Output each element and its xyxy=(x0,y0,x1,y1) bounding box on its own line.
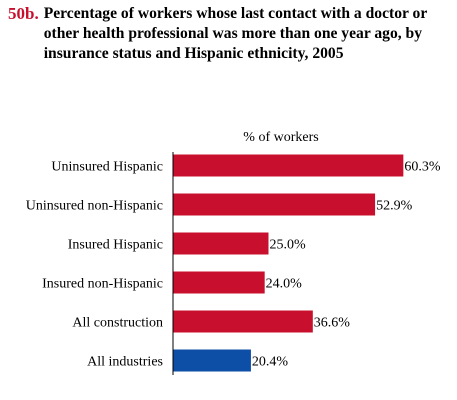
category-label: Insured Hispanic xyxy=(68,238,163,253)
chart-title: Percentage of workers whose last contact… xyxy=(43,5,427,62)
figure-number: 50b. xyxy=(8,4,39,23)
category-label: Uninsured non-Hispanic xyxy=(26,199,163,214)
bar xyxy=(173,310,313,333)
value-label: 60.3% xyxy=(404,160,441,175)
category-label: All construction xyxy=(72,316,163,331)
bar xyxy=(173,271,265,294)
value-label: 52.9% xyxy=(376,199,413,214)
value-label: 25.0% xyxy=(270,238,307,253)
bar xyxy=(173,349,251,372)
bar xyxy=(173,193,376,216)
category-label: All industries xyxy=(87,355,163,370)
value-label: 20.4% xyxy=(252,355,288,370)
bar xyxy=(173,232,269,255)
value-label: 24.0% xyxy=(266,277,303,292)
category-label: Uninsured Hispanic xyxy=(51,160,163,175)
chart-header: 50b. Percentage of workers whose last co… xyxy=(8,4,453,64)
value-label: 36.6% xyxy=(314,316,351,331)
category-label: Insured non-Hispanic xyxy=(42,277,163,292)
x-axis-label: % of workers xyxy=(243,130,318,145)
bars-group: Uninsured Hispanic 60.3% Uninsured non-His… xyxy=(26,154,441,372)
bar xyxy=(173,154,404,177)
